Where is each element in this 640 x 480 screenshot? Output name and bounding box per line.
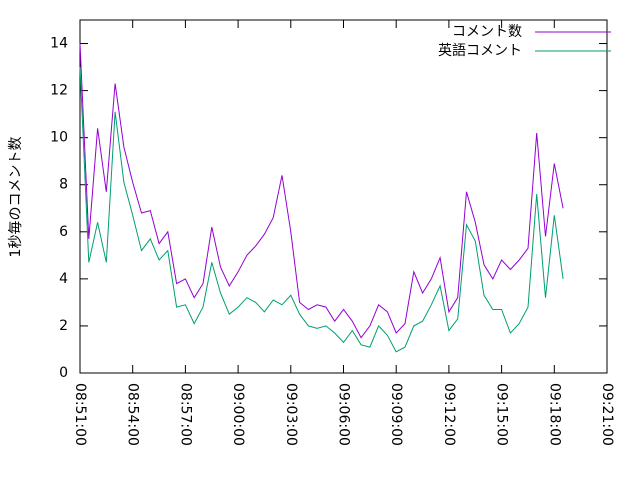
y-tick-label: 4 [59,271,68,287]
x-tick-label: 08:57:00 [177,383,193,446]
y-tick-label: 2 [59,318,68,334]
series-line [79,43,564,339]
y-axis-label: 1秒毎のコメント数 [8,137,24,258]
y-tick-label: 8 [59,177,68,193]
y-tick-label: 12 [50,83,68,99]
x-tick-label: 09:09:00 [388,383,404,446]
x-tick-label: 09:18:00 [546,383,562,446]
x-tick-label: 09:15:00 [494,383,510,446]
x-tick-label: 09:06:00 [336,383,352,446]
x-tick-label: 09:21:00 [599,383,615,446]
legend-label: コメント数 [452,24,522,40]
x-tick-label: 09:03:00 [283,383,299,446]
y-tick-label: 14 [50,36,68,52]
x-tick-label: 08:54:00 [125,383,141,446]
plot-border [79,19,608,374]
x-tick-label: 09:00:00 [230,383,246,446]
x-tick-label: 09:12:00 [441,383,457,446]
y-tick-label: 0 [59,365,68,381]
series-line [79,67,564,353]
legend-label: 英語コメント [438,42,522,59]
x-tick-label: 08:51:00 [72,383,88,446]
y-tick-label: 6 [59,224,68,240]
y-tick-label: 10 [50,130,68,146]
